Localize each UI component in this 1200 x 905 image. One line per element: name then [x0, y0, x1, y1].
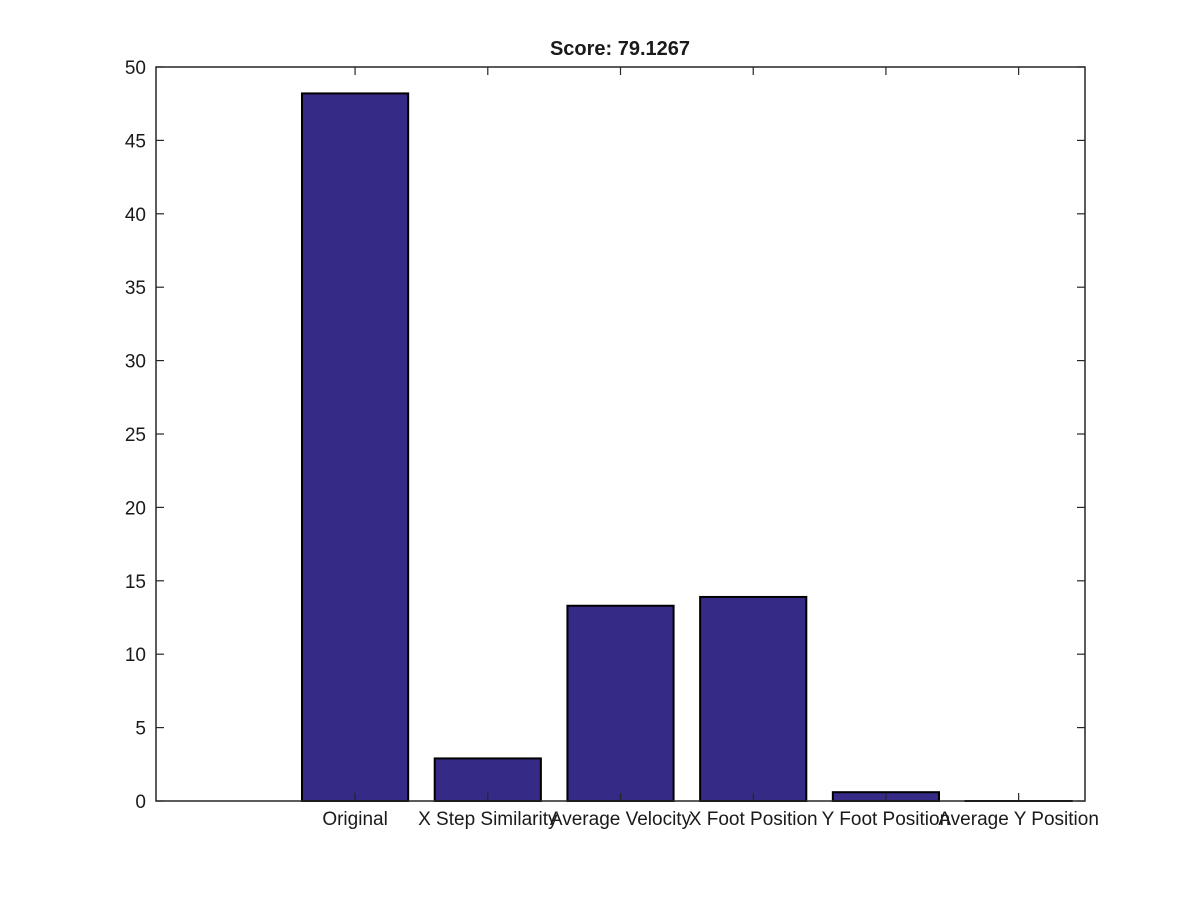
y-tick-label: 20 [125, 498, 146, 519]
x-tick-label: Y Foot Position [822, 809, 951, 830]
y-tick-label: 35 [125, 278, 146, 299]
bars-group [302, 93, 1072, 801]
y-tick-label: 40 [125, 205, 146, 226]
x-tick-label: X Foot Position [689, 809, 818, 830]
y-tick-label: 45 [125, 131, 146, 152]
y-tick-label: 15 [125, 572, 146, 593]
x-tick-label: Average Velocity [550, 809, 692, 830]
chart-title: Score: 79.1267 [550, 38, 690, 60]
x-tick-label: Average Y Position [938, 809, 1099, 830]
bar-x-foot-position [700, 597, 806, 801]
bar-average-velocity [567, 606, 673, 801]
bar-original [302, 93, 408, 801]
x-tick-label: X Step Similarity [418, 809, 558, 830]
x-tick-label: Original [322, 809, 387, 830]
y-tick-label: 5 [135, 719, 146, 740]
y-tick-label: 50 [125, 58, 146, 79]
y-tick-label: 0 [135, 792, 146, 813]
y-tick-label: 10 [125, 645, 146, 666]
y-tick-label: 30 [125, 352, 146, 373]
y-tick-label: 25 [125, 425, 146, 446]
